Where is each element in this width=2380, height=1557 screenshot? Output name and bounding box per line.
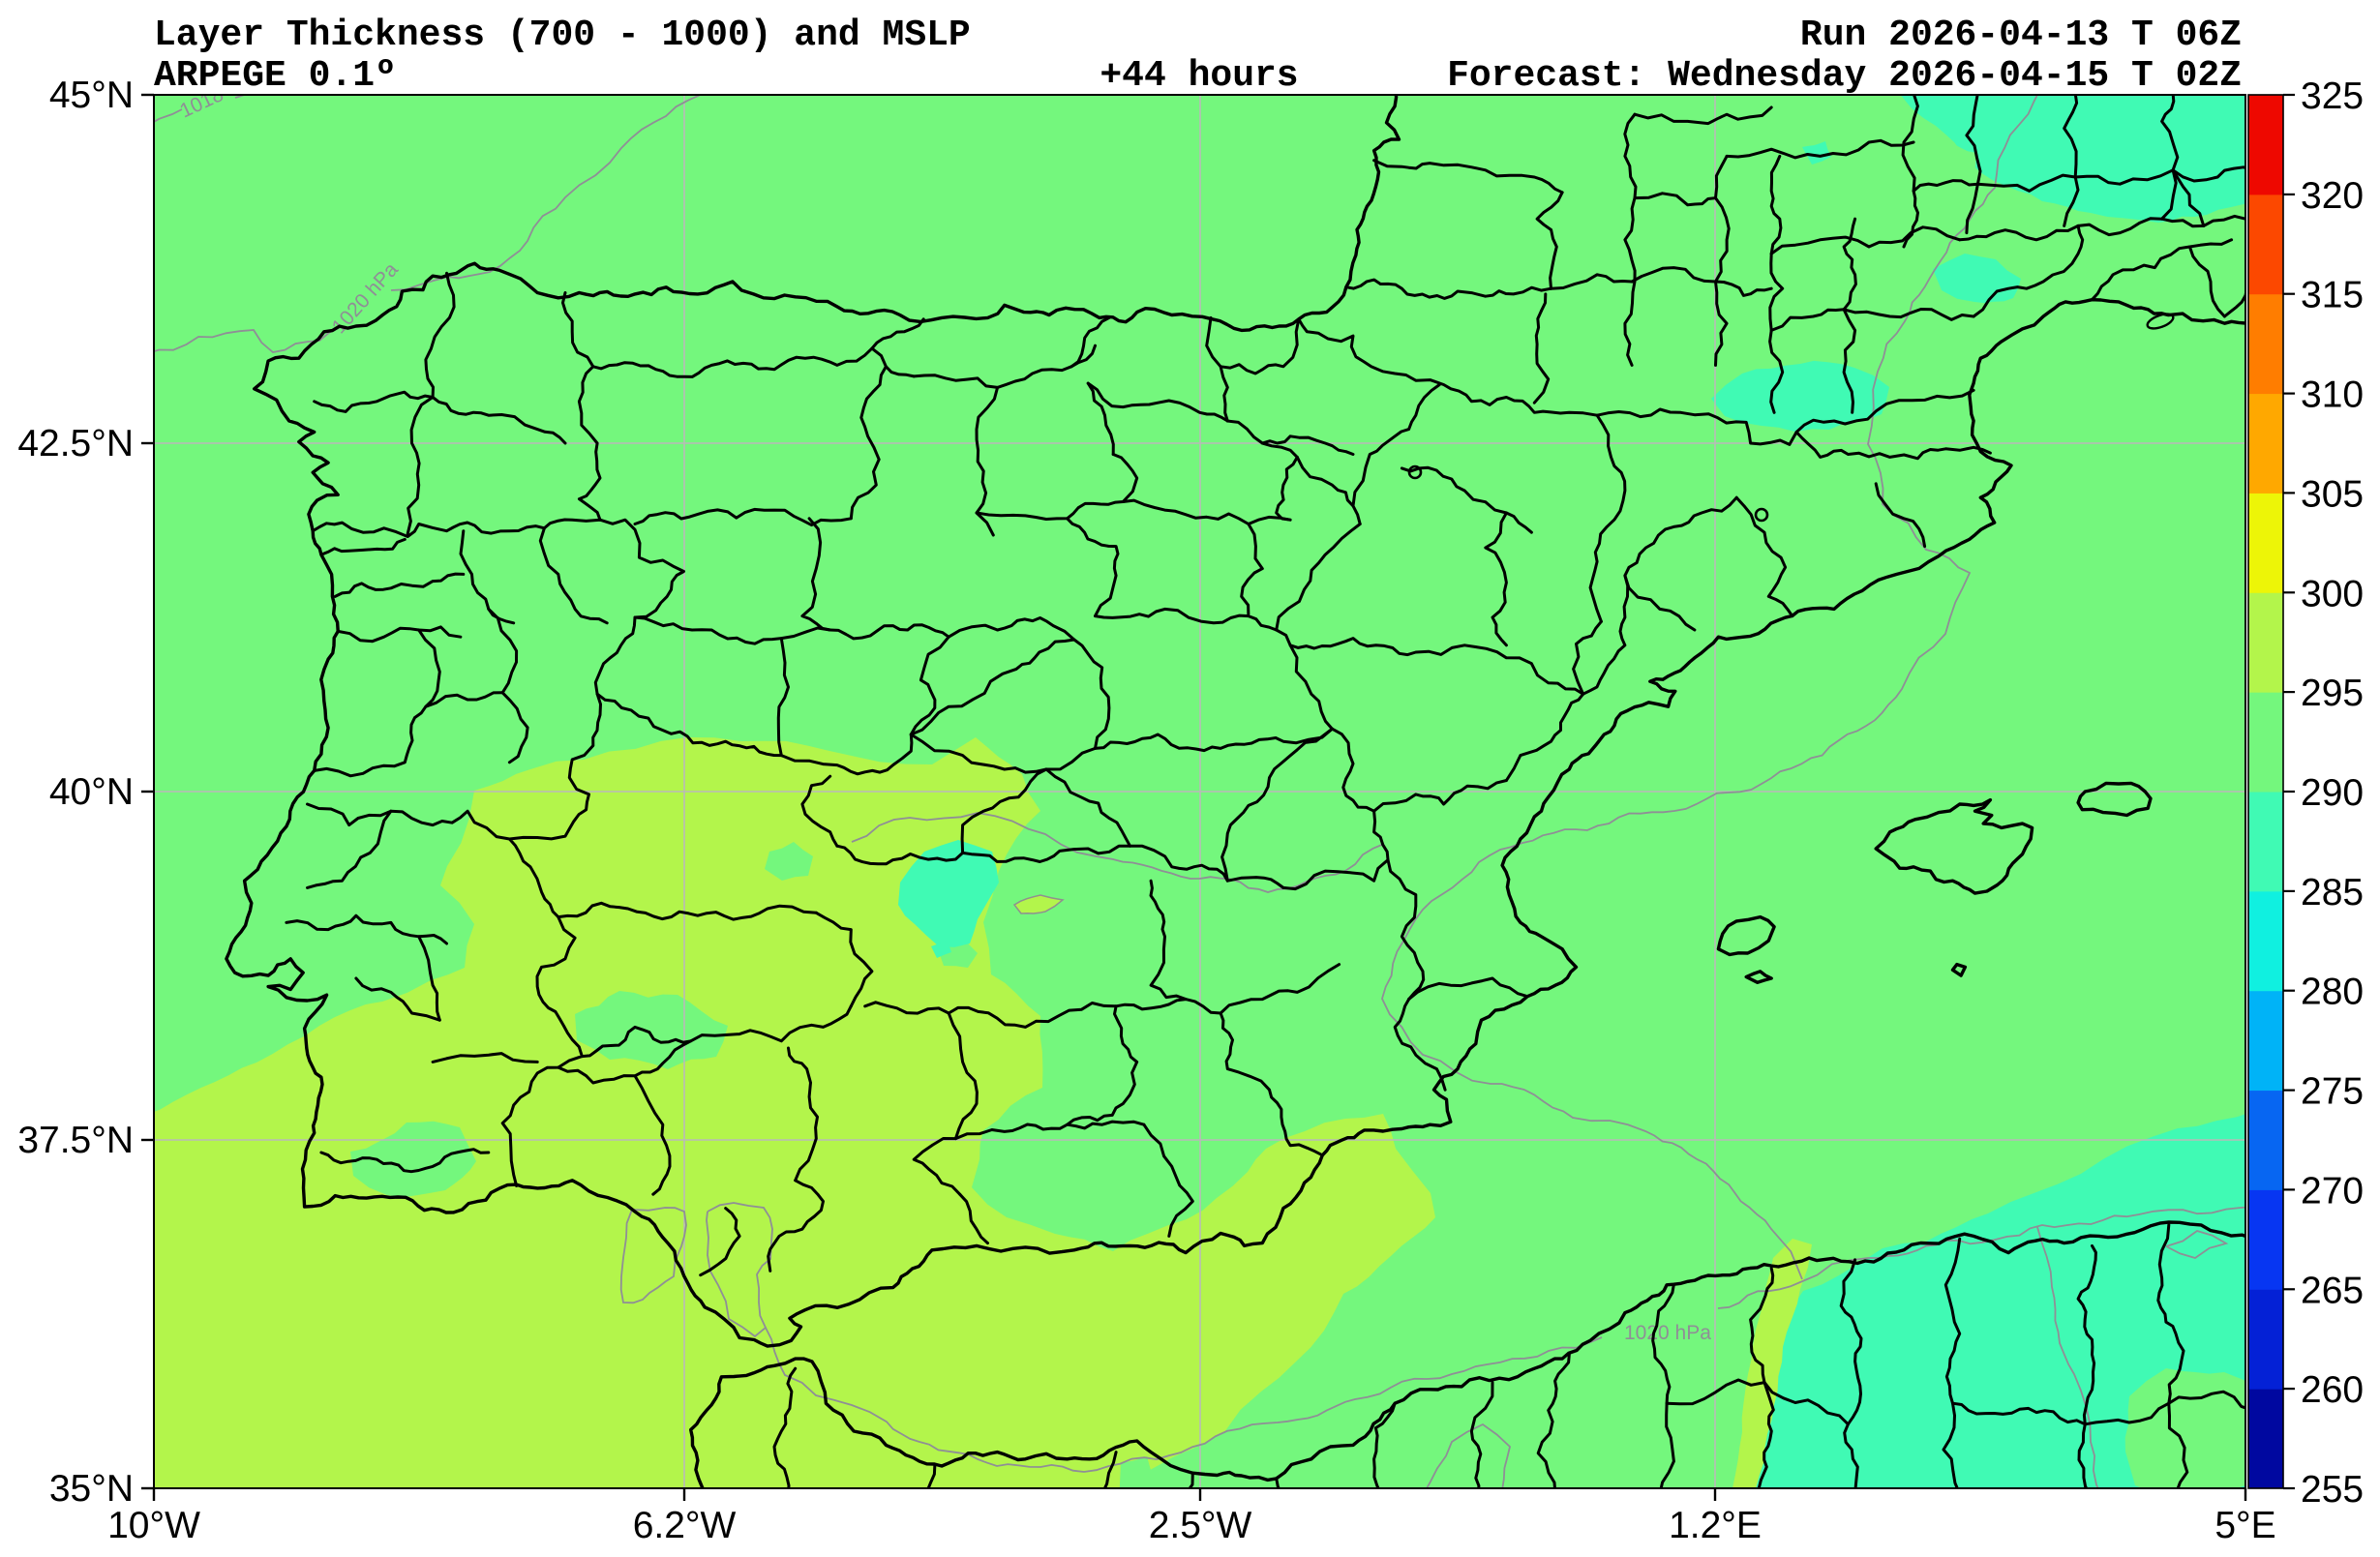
svg-text:6.2°W: 6.2°W bbox=[633, 1505, 737, 1546]
svg-text:290: 290 bbox=[2301, 772, 2364, 814]
svg-text:320: 320 bbox=[2301, 175, 2364, 217]
svg-text:1020 hPa: 1020 hPa bbox=[1624, 1322, 1711, 1344]
svg-text:2.5°W: 2.5°W bbox=[1149, 1505, 1252, 1546]
svg-text:305: 305 bbox=[2301, 473, 2364, 515]
svg-text:315: 315 bbox=[2301, 275, 2364, 316]
svg-text:310: 310 bbox=[2301, 374, 2364, 416]
svg-text:275: 275 bbox=[2301, 1071, 2364, 1113]
svg-text:255: 255 bbox=[2301, 1469, 2364, 1511]
svg-text:280: 280 bbox=[2301, 972, 2364, 1013]
svg-text:5°E: 5°E bbox=[2214, 1505, 2275, 1546]
svg-text:270: 270 bbox=[2301, 1170, 2364, 1212]
svg-text:Layer Thickness (700 - 1000) a: Layer Thickness (700 - 1000) and MSLP bbox=[154, 15, 971, 56]
svg-text:10°W: 10°W bbox=[107, 1505, 200, 1546]
svg-text:40°N: 40°N bbox=[49, 771, 134, 813]
svg-text:1.2°E: 1.2°E bbox=[1669, 1505, 1762, 1546]
svg-text:295: 295 bbox=[2301, 673, 2364, 714]
svg-text:37.5°N: 37.5°N bbox=[17, 1120, 134, 1161]
svg-text:265: 265 bbox=[2301, 1270, 2364, 1311]
svg-text:35°N: 35°N bbox=[49, 1468, 134, 1510]
svg-text:42.5°N: 42.5°N bbox=[17, 423, 134, 464]
svg-text:260: 260 bbox=[2301, 1369, 2364, 1411]
svg-text:Forecast: Wednesday 2026-04-15: Forecast: Wednesday 2026-04-15 T 02Z bbox=[1447, 55, 2242, 97]
svg-text:325: 325 bbox=[2301, 75, 2364, 117]
svg-text:Run 2026-04-13 T 06Z: Run 2026-04-13 T 06Z bbox=[1800, 15, 2242, 56]
svg-text:285: 285 bbox=[2301, 872, 2364, 913]
svg-text:+44 hours: +44 hours bbox=[1100, 55, 1298, 97]
svg-text:300: 300 bbox=[2301, 573, 2364, 614]
svg-text:ARPEGE 0.1º: ARPEGE 0.1º bbox=[154, 55, 397, 97]
svg-text:45°N: 45°N bbox=[49, 75, 134, 116]
